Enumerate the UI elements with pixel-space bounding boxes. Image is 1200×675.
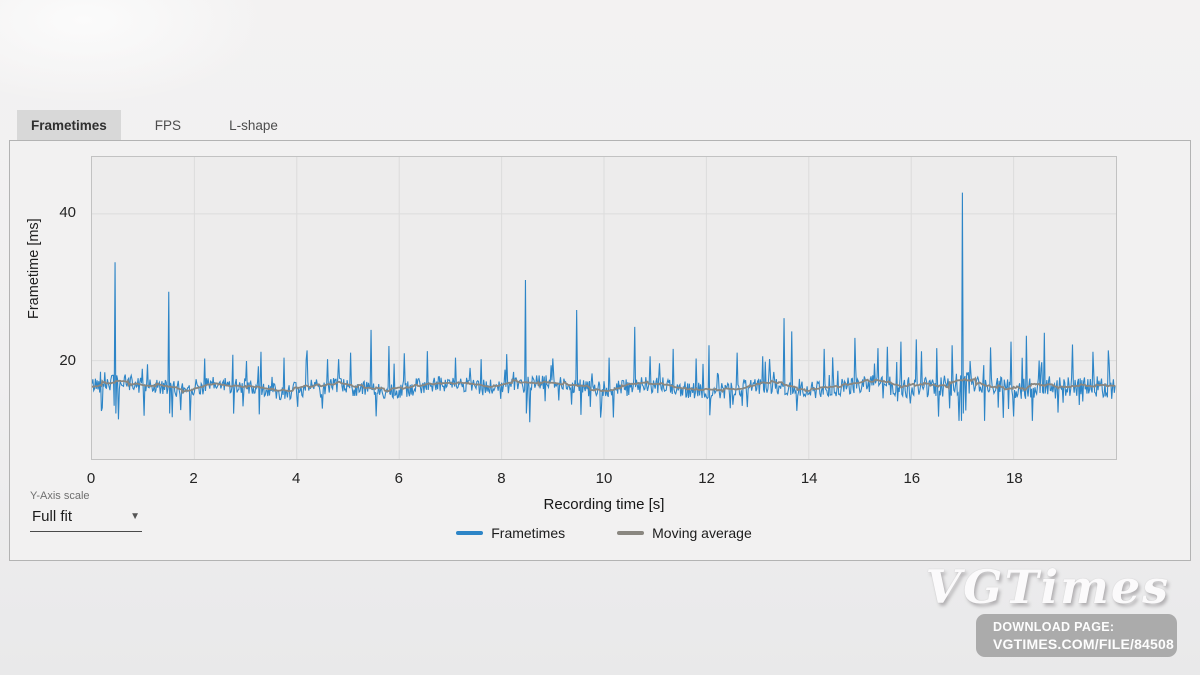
y-tick-label: 20 (59, 352, 76, 369)
x-tick-label: 10 (595, 470, 613, 487)
legend-label: Moving average (652, 525, 752, 541)
y-axis-scale-dropdown[interactable]: Full fit ▼ (30, 506, 142, 532)
vgtimes-download-badge: DOWNLOAD PAGE: VGTIMES.COM/FILE/84508 (976, 614, 1177, 657)
frametime-chart (92, 157, 1116, 459)
legend-item-moving-average: Moving average (617, 525, 752, 541)
y-axis-scale-control: Y-Axis scale Full fit ▼ (30, 490, 142, 532)
download-url: VGTIMES.COM/FILE/84508 (993, 636, 1174, 652)
x-tick-label: 4 (292, 470, 301, 487)
tab-frametimes[interactable]: Frametimes (17, 110, 121, 140)
x-tick-label: 8 (497, 470, 506, 487)
tab-fps[interactable]: FPS (154, 117, 182, 133)
x-tick-label: 16 (903, 470, 921, 487)
x-tick-label: 0 (86, 470, 96, 487)
frametimes-line-swatch (456, 531, 484, 535)
y-axis-scale-label: Y-Axis scale (30, 490, 90, 502)
x-tick-label: 6 (394, 470, 403, 487)
moving-average-line-swatch (617, 531, 645, 535)
x-axis-title: Recording time [s] (543, 496, 665, 513)
legend-item-frametimes: Frametimes (456, 525, 565, 541)
tab-l-shape[interactable]: L-shape (229, 117, 278, 133)
plot-area[interactable] (91, 156, 1117, 460)
vgtimes-watermark-logo: VGTimes (925, 560, 1170, 614)
legend-label: Frametimes (491, 525, 566, 541)
x-tick-label: 14 (800, 470, 818, 487)
download-page-label: DOWNLOAD PAGE: (993, 620, 1115, 634)
frametimes-panel: Frametime [ms] 20 40 0 2 4 6 8 10 12 14 16 18 Reco… (9, 140, 1191, 561)
chart-legend: Frametimes Moving average (91, 525, 1117, 541)
y-tick-label: 40 (59, 204, 76, 222)
chevron-down-icon: ▼ (130, 511, 140, 522)
x-tick-label: 12 (698, 470, 715, 487)
x-tick-label: 18 (1006, 470, 1023, 487)
tab-bar: Frametimes FPS L-shape (9, 110, 1191, 140)
y-axis-scale-value: Full fit (32, 508, 73, 525)
x-tick-label: 2 (189, 470, 198, 487)
y-axis-title: Frametime [ms] (26, 218, 42, 319)
